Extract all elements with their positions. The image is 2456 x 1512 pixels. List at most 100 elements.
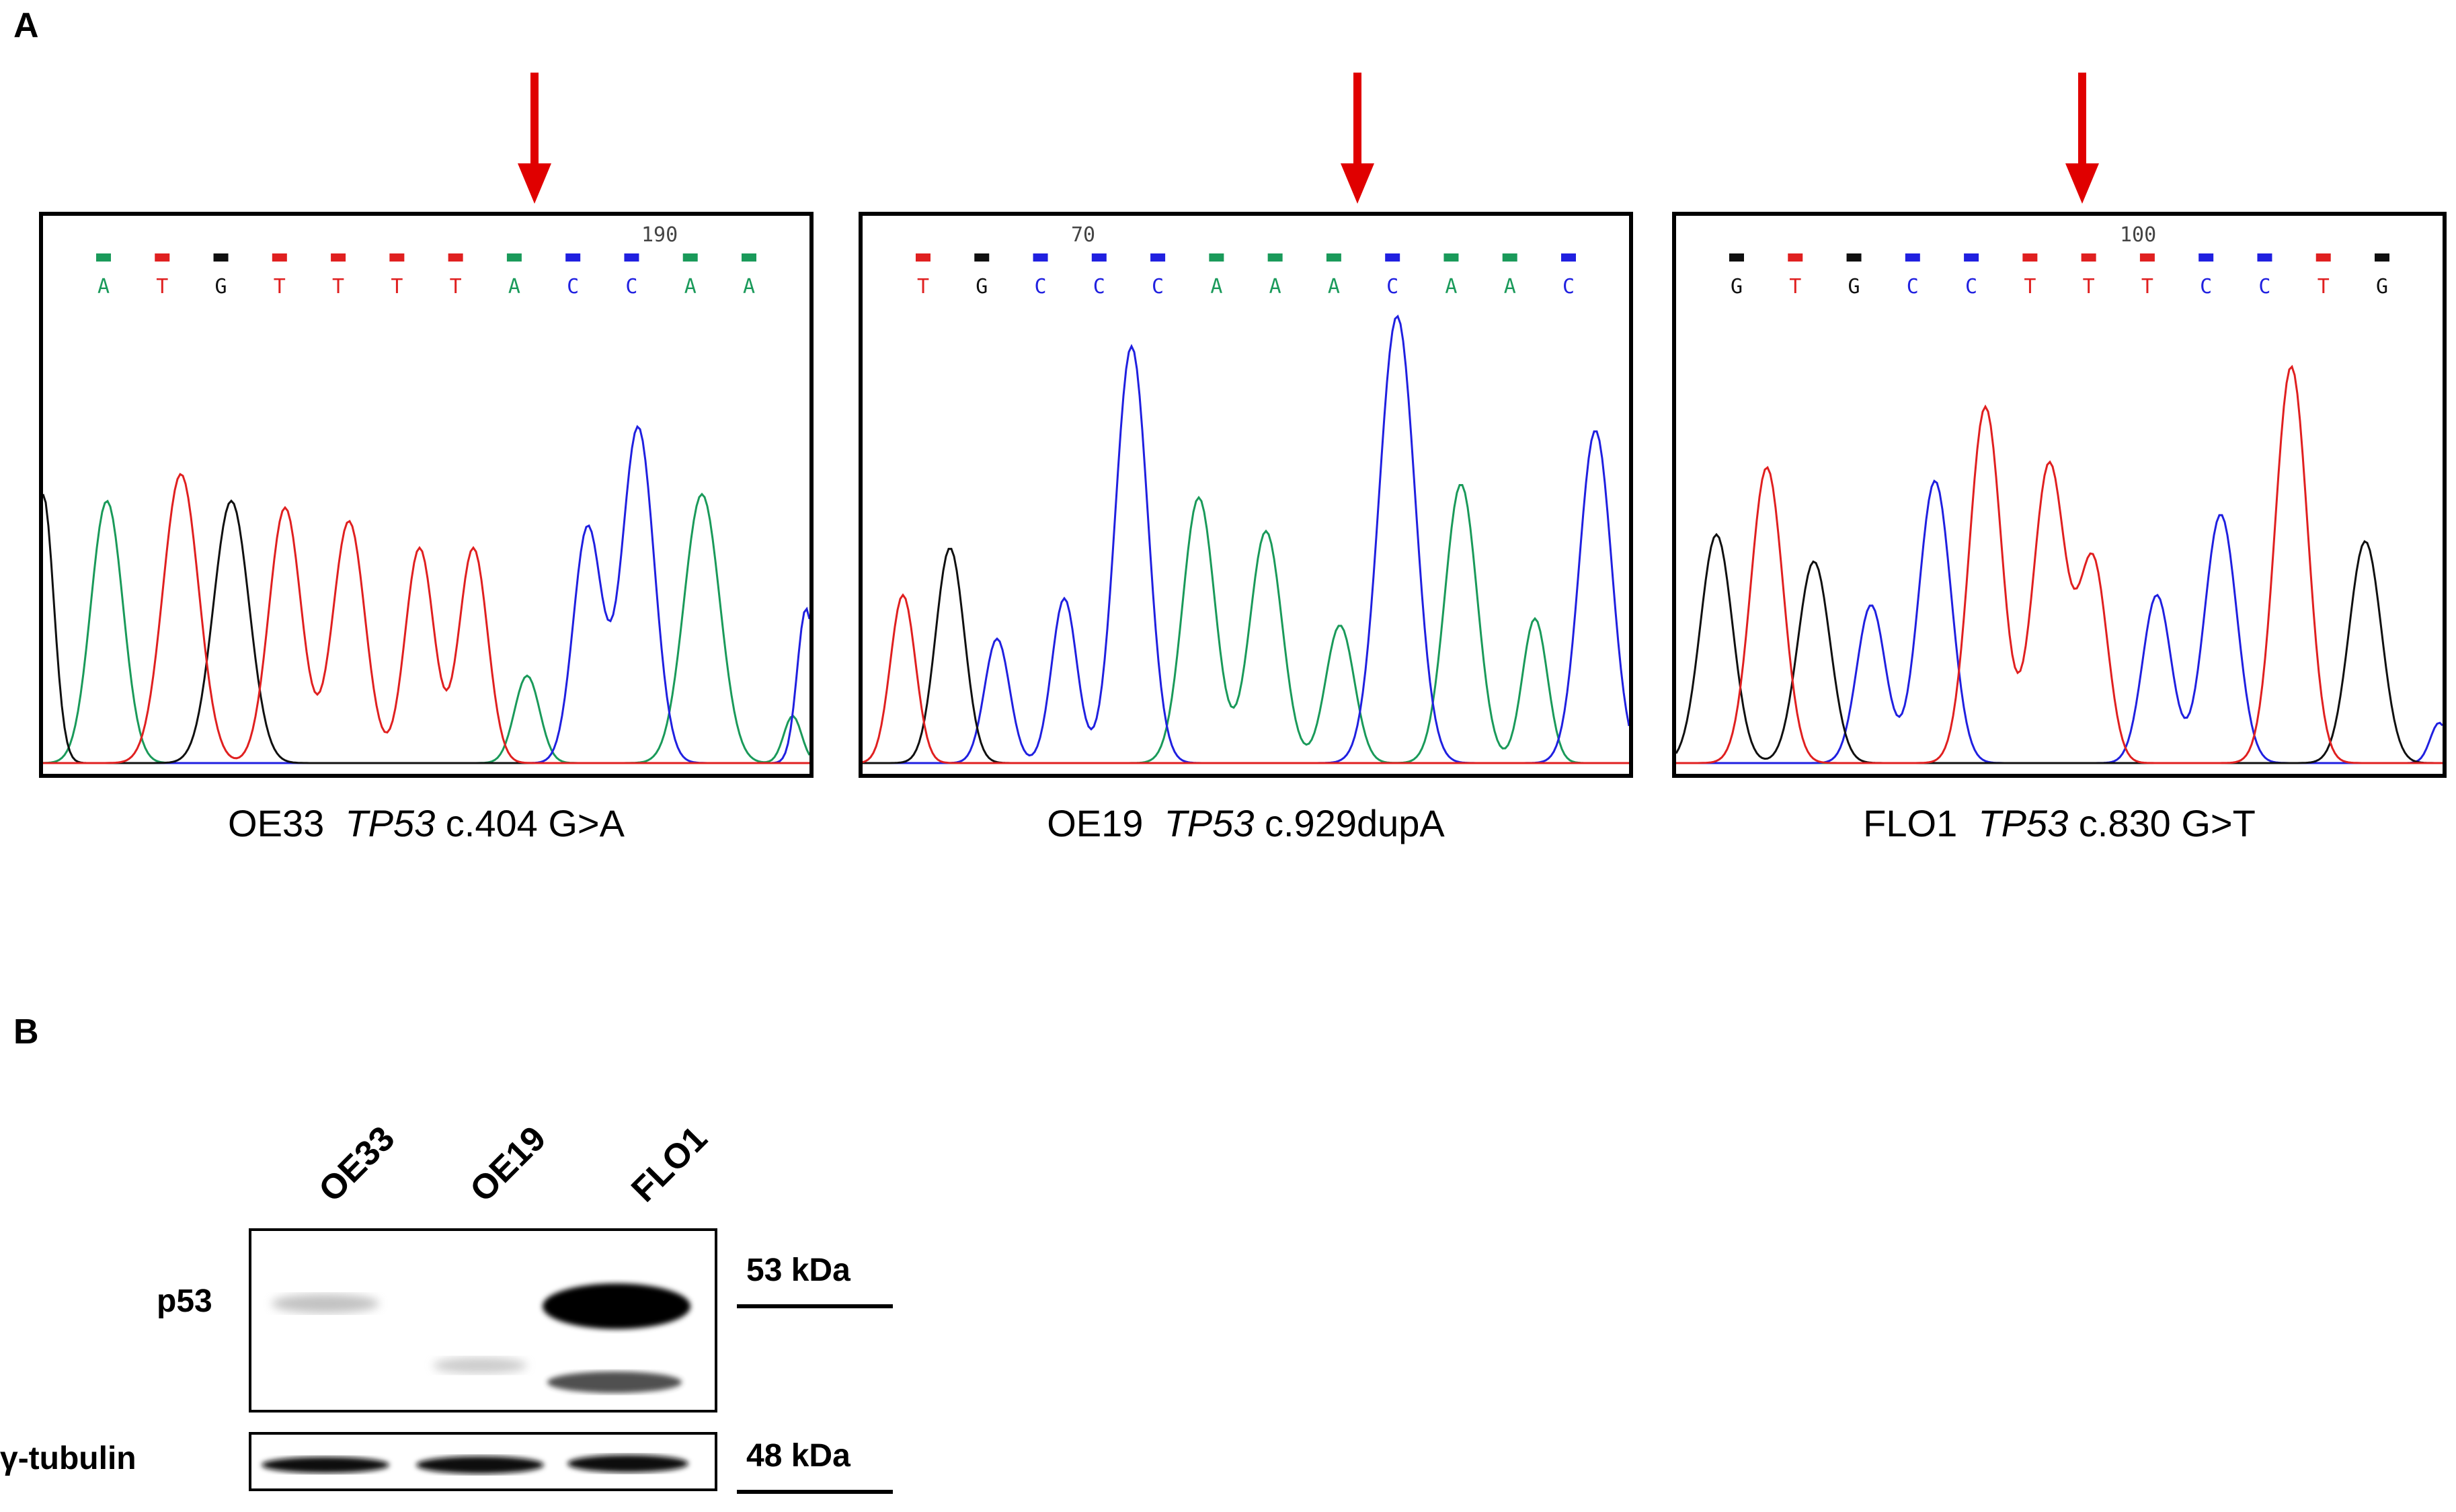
quality-bar	[1091, 253, 1107, 262]
base-call: C	[625, 275, 637, 299]
quality-bar	[1209, 253, 1224, 262]
base-call: C	[2200, 275, 2212, 299]
caption-sample: OE33	[228, 802, 325, 844]
quality-bar	[272, 253, 287, 262]
trace-C	[1676, 479, 2443, 764]
quality-bar	[2139, 253, 2155, 262]
blot-p53-bands	[272, 1283, 690, 1393]
mw-label-53: 53 kDa	[746, 1252, 850, 1288]
caption-mutation: c.830 G>T	[2078, 802, 2256, 844]
base-call: T	[274, 275, 286, 299]
caption-mutation: c.404 G>A	[445, 802, 625, 844]
quality-bar	[155, 253, 170, 262]
quality-bar	[2257, 253, 2272, 262]
caption-sample: FLO1	[1863, 802, 1958, 844]
quality-bar	[624, 253, 639, 262]
base-call: C	[567, 275, 579, 299]
base-call: A	[1445, 275, 1457, 299]
quality-bar	[2198, 253, 2214, 262]
quality-bar	[2375, 253, 2389, 262]
base-call: C	[1093, 275, 1105, 299]
base-call: T	[2318, 275, 2330, 299]
quality-bar	[96, 253, 111, 262]
quality-bar	[1443, 253, 1459, 262]
chromatogram-oe19-plot: T G C C C A A A C A A C 70	[863, 223, 1629, 764]
base-call: A	[1269, 275, 1281, 299]
band-tubulin-flo1	[567, 1455, 688, 1472]
quality-bar	[1561, 253, 1576, 262]
quality-bar	[2022, 253, 2038, 262]
row-label-p53: p53	[157, 1283, 212, 1319]
base-call: G	[976, 275, 988, 299]
quality-bar	[1150, 253, 1166, 262]
mw-line-48	[737, 1490, 893, 1494]
band-tubulin-oe19	[416, 1456, 544, 1474]
position-marker: 70	[1071, 223, 1095, 247]
base-call: C	[1562, 275, 1575, 299]
base-call: C	[1965, 275, 1977, 299]
quality-bar	[1964, 253, 1979, 262]
base-call: A	[1210, 275, 1222, 299]
base-call: T	[391, 275, 403, 299]
quality-bar	[448, 253, 463, 262]
chromatogram-oe33: A T G T T T T A C C A A 190	[39, 212, 814, 778]
blot-tubulin-bands	[262, 1455, 688, 1474]
quality-bar	[742, 253, 756, 262]
quality-bar	[1385, 253, 1400, 262]
position-marker: 190	[641, 223, 678, 247]
base-call: T	[1789, 275, 1801, 299]
caption-flo1: FLO1 TP53 c.830 G>T	[1672, 801, 2447, 845]
trace-T	[43, 473, 809, 764]
quality-bar	[2081, 253, 2096, 262]
panel-letter-b: B	[13, 1012, 39, 1051]
mw-label-48: 48 kDa	[746, 1438, 850, 1474]
blot-tubulin	[249, 1432, 717, 1491]
trace-C	[43, 424, 809, 764]
band-p53-oe19	[433, 1357, 527, 1374]
base-call: A	[743, 275, 755, 299]
quality-bar	[1267, 253, 1283, 262]
base-call: G	[215, 275, 227, 299]
arrow-2	[1341, 73, 1374, 204]
quality-bar	[389, 253, 405, 262]
base-call: T	[917, 275, 929, 299]
quality-bar	[1502, 253, 1517, 262]
band-p53-flo1-lower	[547, 1371, 682, 1393]
blot-p53	[249, 1228, 717, 1412]
base-call: C	[1035, 275, 1047, 299]
quality-bar	[974, 253, 990, 262]
base-call: T	[450, 275, 462, 299]
base-call: A	[508, 275, 520, 299]
band-p53-oe33	[272, 1294, 379, 1313]
chromatogram-oe19: T G C C C A A A C A A C 70	[859, 212, 1633, 778]
base-call: G	[2376, 275, 2388, 299]
quality-bar	[1788, 253, 1803, 262]
base-call: T	[2141, 275, 2153, 299]
band-p53-flo1-main	[543, 1283, 690, 1329]
trace-C	[863, 314, 1629, 764]
lane-label-oe19: OE19	[463, 1119, 554, 1210]
trace-G	[1676, 532, 2443, 764]
mw-line-53	[737, 1304, 893, 1308]
caption-gene: TP53	[1978, 802, 2069, 844]
base-call: T	[2024, 275, 2036, 299]
base-call: A	[1328, 275, 1340, 299]
caption-gene: TP53	[345, 802, 436, 844]
base-call: T	[156, 275, 168, 299]
quality-bar	[1729, 253, 1744, 262]
chromatogram-flo1-plot: G T G C C T T T C C T G 100	[1676, 223, 2443, 764]
quality-bar	[1326, 253, 1341, 262]
quality-bar	[2315, 253, 2331, 262]
chromatogram-oe33-plot: A T G T T T T A C C A A 190	[43, 223, 809, 764]
panel-letter-a: A	[13, 6, 39, 45]
base-call: A	[684, 275, 697, 299]
arrow-3	[2065, 73, 2099, 204]
base-call: A	[97, 275, 110, 299]
quality-bar	[1033, 253, 1048, 262]
base-call: T	[2083, 275, 2095, 299]
quality-bar	[1905, 253, 1920, 262]
base-call: C	[1907, 275, 1919, 299]
quality-bar	[213, 253, 229, 262]
caption-oe33: OE33 TP53 c.404 G>A	[39, 801, 814, 845]
lane-label-oe33: OE33	[311, 1119, 403, 1210]
